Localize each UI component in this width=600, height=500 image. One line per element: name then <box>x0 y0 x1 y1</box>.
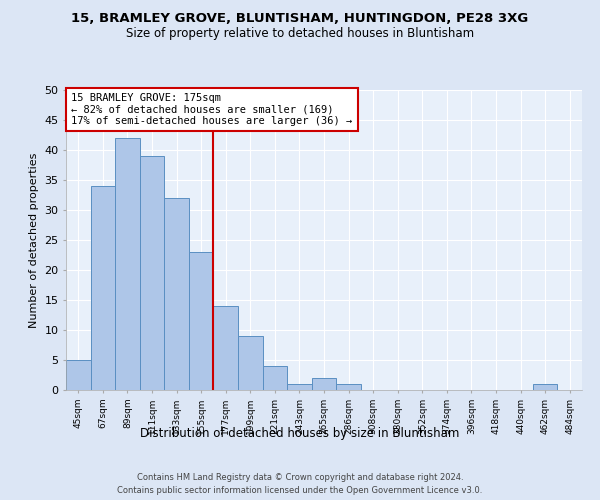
Bar <box>238 336 263 390</box>
Bar <box>91 186 115 390</box>
Bar <box>336 384 361 390</box>
Text: Size of property relative to detached houses in Bluntisham: Size of property relative to detached ho… <box>126 28 474 40</box>
Bar <box>66 360 91 390</box>
Bar <box>214 306 238 390</box>
Y-axis label: Number of detached properties: Number of detached properties <box>29 152 38 328</box>
Text: Contains public sector information licensed under the Open Government Licence v3: Contains public sector information licen… <box>118 486 482 495</box>
Text: Contains HM Land Registry data © Crown copyright and database right 2024.: Contains HM Land Registry data © Crown c… <box>137 472 463 482</box>
Bar <box>189 252 214 390</box>
Bar <box>312 378 336 390</box>
Bar <box>164 198 189 390</box>
Bar <box>140 156 164 390</box>
Text: 15 BRAMLEY GROVE: 175sqm
← 82% of detached houses are smaller (169)
17% of semi-: 15 BRAMLEY GROVE: 175sqm ← 82% of detach… <box>71 93 352 126</box>
Text: Distribution of detached houses by size in Bluntisham: Distribution of detached houses by size … <box>140 428 460 440</box>
Bar <box>287 384 312 390</box>
Bar <box>115 138 140 390</box>
Bar <box>533 384 557 390</box>
Text: 15, BRAMLEY GROVE, BLUNTISHAM, HUNTINGDON, PE28 3XG: 15, BRAMLEY GROVE, BLUNTISHAM, HUNTINGDO… <box>71 12 529 26</box>
Bar <box>263 366 287 390</box>
